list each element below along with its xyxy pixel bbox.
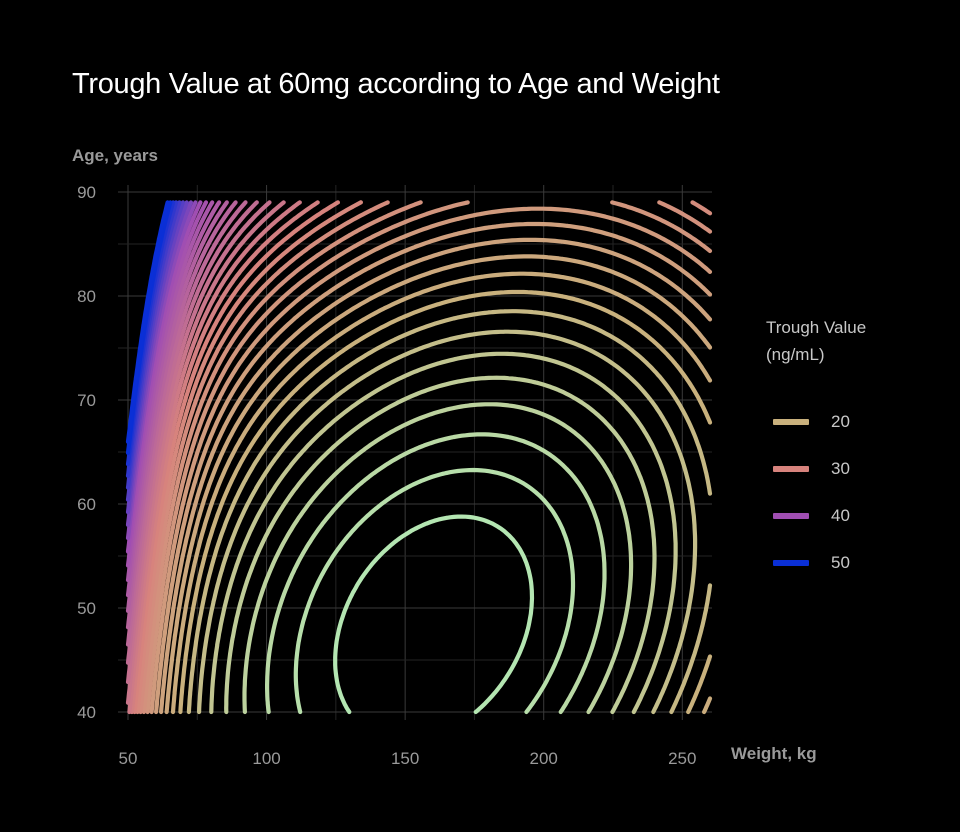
contour-lines [125, 200, 713, 715]
y-tick-label: 90 [77, 183, 96, 202]
x-axis-label: Weight, kg [731, 744, 817, 763]
x-tick-label: 50 [119, 749, 138, 768]
contour-line-30 [132, 200, 340, 715]
contour-line-13 [293, 467, 576, 715]
contour-line-27 [141, 200, 713, 715]
chart-title: Trough Value at 60mg according to Age an… [72, 68, 720, 100]
legend-label: 20 [831, 411, 850, 431]
legend-label: 40 [831, 505, 850, 525]
legend-label: 30 [831, 458, 850, 478]
contour-line-22 [164, 254, 713, 715]
y-axis-label: Age, years [72, 146, 158, 165]
contour-line-16 [224, 375, 657, 715]
contour-line-25 [149, 206, 713, 715]
contour-line-17 [209, 351, 678, 715]
legend-item: 40 [766, 492, 946, 539]
y-tick-label: 60 [77, 495, 96, 514]
legend-item: 20 [766, 398, 946, 445]
legend-swatch [773, 512, 809, 519]
y-tick-label: 50 [77, 599, 96, 618]
y-tick-label: 80 [77, 287, 96, 306]
x-tick-label: 150 [391, 749, 419, 768]
contour-line-20 [178, 289, 713, 715]
legend-label: 50 [831, 552, 850, 572]
contour-line-28 [138, 200, 713, 715]
legend-swatch [773, 418, 809, 425]
contour-line-51 [125, 200, 170, 444]
contour-line-33 [125, 200, 286, 705]
contour-line-18 [197, 329, 698, 715]
legend-title: Trough Value (ng/mL) [766, 318, 867, 364]
contour-line-29 [135, 200, 363, 715]
x-tick-label: 100 [252, 749, 280, 768]
y-tick-label: 40 [77, 703, 96, 722]
contour-line-31 [129, 200, 320, 715]
contour-line-15 [242, 402, 634, 715]
contour-line-32 [127, 200, 302, 715]
contour-line-14 [265, 432, 607, 715]
legend-item: 50 [766, 539, 946, 586]
x-tick-label: 250 [668, 749, 696, 768]
contour-line-23 [159, 237, 713, 715]
contour-line-24 [154, 221, 713, 715]
contour-line-12 [333, 514, 535, 715]
x-tick-label: 200 [530, 749, 558, 768]
contour-line-26 [145, 200, 713, 715]
legend: Trough Value (ng/mL) 20 30 40 50 [766, 314, 946, 586]
legend-item: 30 [766, 445, 946, 492]
y-tick-label: 70 [77, 391, 96, 410]
legend-swatch [773, 559, 809, 566]
legend-swatch [773, 465, 809, 472]
contour-line-19 [186, 309, 713, 715]
axis-ticks: 50 100 150 200 250 40 50 60 70 80 90 [77, 183, 696, 768]
contour-line-21 [170, 271, 713, 715]
